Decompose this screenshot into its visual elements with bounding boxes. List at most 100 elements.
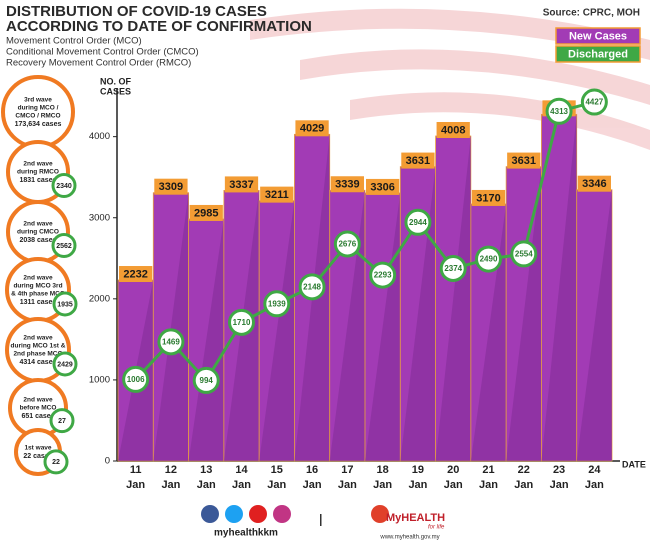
y-tick-label: 2000 bbox=[89, 293, 110, 304]
wave-label: 3rd wave bbox=[24, 97, 52, 104]
wave-label: 2nd wave bbox=[23, 335, 53, 342]
url: www.myhealth.gov.my bbox=[379, 535, 439, 541]
wave-label: 2nd wave bbox=[23, 161, 53, 168]
wave-label: during CMCO bbox=[17, 229, 59, 236]
point bbox=[298, 273, 326, 301]
point-label: 2676 bbox=[338, 240, 356, 249]
source: Source: CPRC, MOH bbox=[543, 8, 640, 19]
value-label: 3309 bbox=[159, 181, 183, 193]
wave-discharged: 1935 bbox=[57, 301, 73, 308]
point-label: 1006 bbox=[127, 375, 145, 384]
x-tick-label: 11 bbox=[130, 464, 142, 476]
wave-count: 1311 cases bbox=[20, 299, 57, 306]
wave-label: 2nd wave bbox=[23, 275, 53, 282]
bar-shade bbox=[576, 189, 612, 461]
value-label-box bbox=[260, 186, 294, 203]
bar-shade bbox=[118, 280, 154, 461]
x-tick-label: Jan bbox=[338, 479, 357, 491]
value-label: 3346 bbox=[582, 178, 606, 190]
bar-shade bbox=[188, 218, 224, 461]
point-label: 2293 bbox=[374, 271, 392, 280]
x-tick-label: Jan bbox=[267, 479, 286, 491]
bar-shade bbox=[435, 136, 471, 461]
point-label: 994 bbox=[200, 376, 214, 385]
wave-label: during MCO 3rd bbox=[13, 283, 62, 290]
point-label: 2374 bbox=[444, 264, 462, 273]
value-label: 3211 bbox=[265, 189, 289, 201]
x-tick-label: 21 bbox=[482, 464, 494, 476]
value-label: 4029 bbox=[300, 123, 324, 135]
legend-swatch bbox=[555, 27, 641, 45]
x-tick-label: Jan bbox=[197, 479, 216, 491]
tagline: for life bbox=[428, 525, 445, 531]
y-tick-label: 4000 bbox=[89, 131, 110, 142]
social-handle: myhealthkkm bbox=[214, 528, 278, 539]
point bbox=[404, 208, 432, 236]
value-label: 3631 bbox=[512, 155, 536, 167]
bar-shade bbox=[400, 166, 436, 462]
wave-count: 4314 cases bbox=[20, 359, 57, 366]
x-tick-label: 15 bbox=[271, 464, 283, 476]
x-tick-label: Jan bbox=[444, 479, 463, 491]
bar-shade bbox=[506, 166, 542, 462]
point bbox=[122, 365, 150, 393]
value-label: 4008 bbox=[441, 124, 465, 136]
value-label-box bbox=[436, 122, 470, 139]
value-label: 3631 bbox=[406, 155, 430, 167]
point-label: 2554 bbox=[515, 250, 533, 259]
x-tick-label: Jan bbox=[232, 479, 251, 491]
legend-label: Discharged bbox=[568, 48, 628, 60]
title: DISTRIBUTION OF COVID-19 CASES bbox=[6, 3, 267, 20]
bar-shade bbox=[294, 134, 330, 461]
value-label: 3337 bbox=[229, 179, 253, 191]
wave-label: 2nd phase MCO bbox=[13, 351, 62, 358]
wave-discharged-circle bbox=[51, 233, 77, 258]
subtitle: ACCORDING TO DATE OF CONFIRMATION bbox=[6, 18, 312, 35]
wave-label: CMCO / RMCO bbox=[15, 113, 60, 120]
value-label: 3339 bbox=[335, 179, 359, 191]
y-tick-label: 0 bbox=[105, 456, 110, 467]
point-label: 4313 bbox=[550, 107, 568, 116]
x-tick-label: 24 bbox=[588, 464, 601, 476]
x-tick-label: 23 bbox=[553, 464, 565, 476]
point-label: 1710 bbox=[233, 318, 251, 327]
twitter-icon[interactable] bbox=[225, 505, 243, 523]
value-label-box bbox=[224, 176, 259, 193]
flag-stripes bbox=[250, 8, 650, 150]
value-label-box bbox=[401, 152, 435, 169]
value-label-box bbox=[330, 176, 364, 193]
wave-discharged: 2340 bbox=[56, 183, 72, 190]
facebook-icon[interactable] bbox=[201, 505, 219, 523]
point bbox=[157, 328, 185, 356]
point-label: 4427 bbox=[585, 98, 603, 107]
wave-label: 1st wave bbox=[24, 445, 51, 452]
x-tick-label: 19 bbox=[412, 464, 424, 476]
point-label: 2148 bbox=[303, 282, 321, 291]
wave-label: before MCO bbox=[20, 405, 57, 412]
wave-discharged-circle bbox=[52, 291, 78, 317]
wave-label: during RMCO bbox=[17, 169, 59, 176]
value-label: 2985 bbox=[194, 207, 218, 219]
bar-shade bbox=[259, 200, 295, 462]
bar-shade bbox=[541, 114, 577, 461]
wave-count: 2038 cases bbox=[20, 237, 57, 244]
wave-discharged: 27 bbox=[58, 418, 66, 425]
wave-discharged-circle bbox=[52, 351, 78, 377]
instagram-icon[interactable] bbox=[273, 505, 291, 523]
wave-label: & 4th phase MCO bbox=[11, 291, 65, 298]
wave-label: during MCO / bbox=[18, 105, 59, 112]
point-label: 1469 bbox=[162, 337, 180, 346]
x-tick-label: 12 bbox=[165, 464, 177, 476]
x-tick-label: Jan bbox=[373, 479, 392, 491]
x-axis-label: DATE bbox=[622, 459, 646, 469]
value-label-box bbox=[366, 178, 400, 195]
value-label: 3306 bbox=[370, 181, 394, 193]
legend-swatch bbox=[555, 45, 641, 63]
value-label: 3170 bbox=[476, 192, 500, 204]
value-label-box bbox=[119, 266, 153, 283]
point bbox=[369, 261, 397, 289]
youtube-icon[interactable] bbox=[249, 505, 267, 523]
x-tick-label: 14 bbox=[235, 464, 248, 476]
wave-discharged: 2562 bbox=[56, 243, 72, 250]
x-tick-label: 22 bbox=[518, 464, 530, 476]
